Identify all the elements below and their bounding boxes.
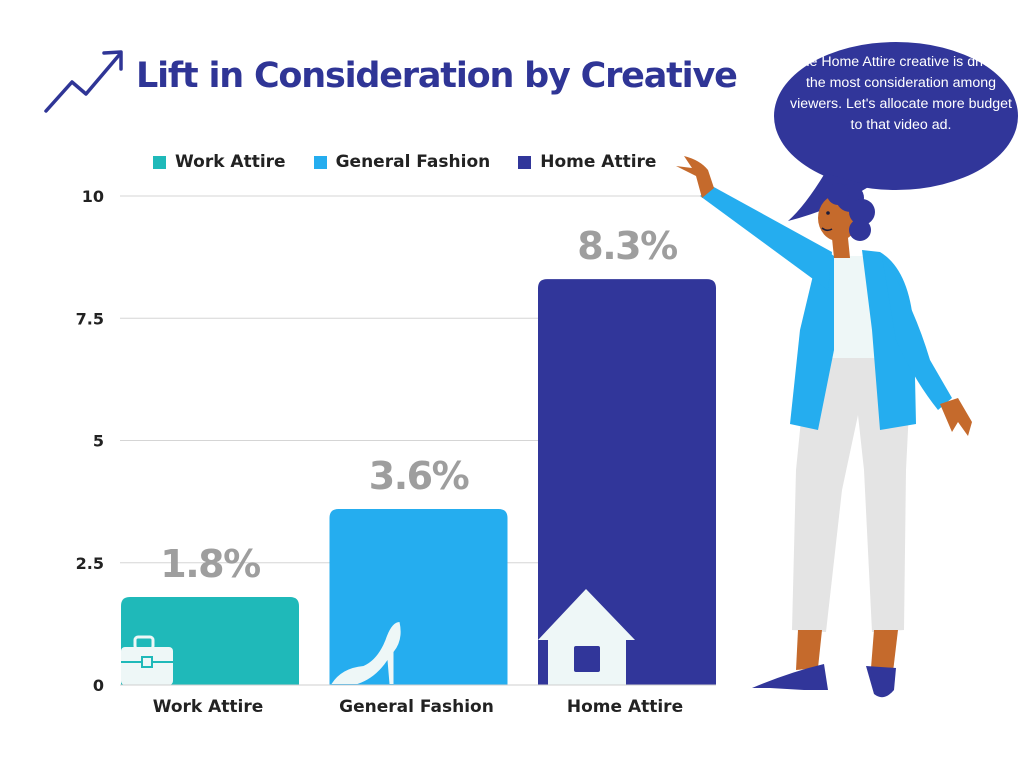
- y-tick-label: 2.5: [76, 554, 104, 573]
- legend-swatch-home-attire: [518, 155, 532, 169]
- legend-label-home-attire: Home Attire: [540, 152, 657, 172]
- x-tick-label: General Fashion: [339, 697, 494, 717]
- legend-swatch-general-fashion: [313, 155, 327, 169]
- data-label: 8.3%: [577, 224, 677, 268]
- speech-bubble-text: The Home Attire creative is driving the …: [790, 54, 1012, 133]
- legend-item-work-attire: Work Attire: [153, 152, 286, 172]
- legend-swatch-work-attire: [153, 155, 166, 169]
- x-tick-label: Work Attire: [153, 697, 264, 717]
- y-tick-label: 0: [93, 676, 104, 695]
- data-label: 1.8%: [160, 542, 260, 586]
- presenter-woman-illustration: [676, 156, 972, 698]
- y-tick-label: 7.5: [76, 309, 104, 328]
- legend-item-general-fashion: General Fashion: [313, 152, 491, 172]
- legend-label-work-attire: Work Attire: [175, 152, 286, 172]
- chart-title: Lift in Consideration by Creative: [136, 56, 738, 96]
- trend-up-arrow-icon: [44, 50, 123, 113]
- chart-legend: Work Attire General Fashion Home Attire: [153, 152, 656, 172]
- briefcase-icon: [121, 635, 173, 685]
- bar: [538, 279, 716, 685]
- house-icon: [538, 589, 635, 685]
- x-tick-label: Home Attire: [567, 697, 683, 717]
- y-tick-label: 5: [93, 432, 104, 451]
- legend-item-home-attire: Home Attire: [518, 152, 656, 172]
- high-heel-icon: [331, 622, 401, 684]
- legend-label-general-fashion: General Fashion: [335, 152, 491, 172]
- data-label: 3.6%: [369, 454, 469, 498]
- y-tick-label: 10: [82, 187, 104, 206]
- bar: [329, 508, 508, 685]
